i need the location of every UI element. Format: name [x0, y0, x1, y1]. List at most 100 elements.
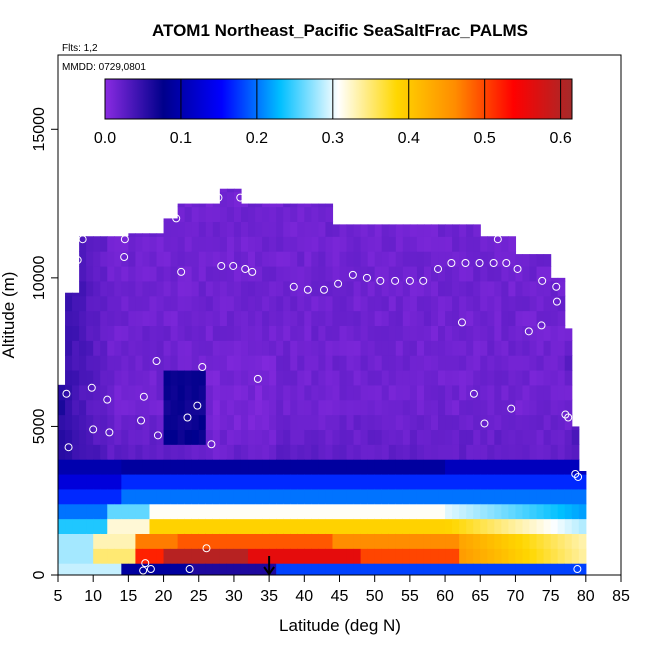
heatmap-cell	[255, 340, 263, 356]
heatmap-cell	[177, 340, 186, 356]
heatmap-cell	[248, 236, 256, 252]
heatmap-cell	[501, 533, 509, 549]
colorbar-ticks: 0.0 0.1 0.2 0.3 0.4 0.5 0.6	[94, 79, 572, 147]
heatmap-cell	[550, 563, 559, 575]
heatmap-cell	[494, 369, 502, 386]
heatmap-cell	[311, 369, 319, 386]
heatmap-cell	[367, 548, 376, 564]
colorbar-tick-label: 0.6	[549, 130, 571, 147]
heatmap-cell	[65, 399, 73, 416]
heatmap-cell	[198, 488, 207, 505]
heatmap-cell	[142, 251, 151, 267]
heatmap-cell	[156, 399, 165, 416]
heatmap-cell	[487, 251, 495, 267]
heatmap-cell	[564, 503, 573, 520]
heatmap-cell	[156, 384, 165, 401]
heatmap-cell	[367, 473, 376, 490]
heatmap-cell	[430, 236, 439, 252]
heatmap-cell	[494, 265, 502, 282]
heatmap-cell	[395, 488, 404, 505]
heatmap-cell	[304, 444, 312, 460]
heatmap-cell	[262, 488, 270, 505]
heatmap-cell	[128, 233, 137, 237]
heatmap-cell	[198, 340, 207, 356]
heatmap-cell	[114, 399, 122, 416]
heatmap-cell	[205, 548, 214, 564]
heatmap-cell	[226, 429, 235, 445]
heatmap-cell	[219, 340, 228, 356]
heatmap-cell	[184, 325, 193, 341]
heatmap-cell	[58, 518, 66, 534]
heatmap-cell	[283, 221, 291, 237]
heatmap-cell	[121, 355, 129, 371]
heatmap-cell	[494, 444, 502, 460]
heatmap-cell	[121, 280, 129, 297]
heatmap-cell	[353, 325, 362, 341]
heatmap-cell	[409, 224, 418, 237]
heatmap-cell	[416, 280, 425, 297]
heatmap-cell	[212, 414, 221, 430]
heatmap-cell	[543, 548, 552, 564]
heatmap-cell	[191, 236, 200, 252]
heatmap-cell	[318, 384, 327, 401]
heatmap-cell	[332, 295, 341, 312]
heatmap-cell	[536, 384, 545, 401]
heatmap-cell	[515, 548, 524, 564]
heatmap-cell	[100, 429, 108, 445]
data-point	[461, 259, 470, 267]
heatmap-cell	[276, 236, 284, 252]
heatmap-cell	[233, 429, 242, 445]
heatmap-cell	[184, 206, 193, 222]
heatmap-cell	[93, 518, 101, 534]
heatmap-cell	[466, 355, 474, 371]
heatmap-cell	[452, 251, 460, 267]
heatmap-cell	[452, 488, 460, 505]
heatmap-cell	[473, 533, 481, 549]
heatmap-cell	[318, 236, 327, 252]
heatmap-cell	[578, 473, 587, 490]
heatmap-cell	[149, 563, 158, 575]
heatmap-cell	[325, 414, 334, 430]
heatmap-cell	[276, 414, 284, 430]
heatmap-cell	[353, 488, 362, 505]
heatmap-cell	[135, 473, 144, 490]
heatmap-cell	[128, 473, 137, 490]
heatmap-cell	[240, 221, 249, 237]
heatmap-cell	[262, 206, 270, 222]
heatmap-cell	[262, 295, 270, 312]
heatmap-cell	[184, 414, 193, 430]
heatmap-cell	[543, 533, 552, 549]
heatmap-cell	[156, 265, 165, 282]
heatmap-cell	[374, 310, 383, 326]
heatmap-cell	[346, 265, 355, 282]
heatmap-cell	[184, 473, 193, 490]
heatmap-cell	[212, 459, 221, 475]
heatmap-cell	[353, 533, 362, 549]
heatmap-cell	[304, 414, 312, 430]
heatmap-cell	[177, 310, 186, 326]
heatmap-cell	[494, 251, 502, 267]
heatmap-cell	[269, 251, 277, 267]
heatmap-cell	[177, 503, 186, 520]
heatmap-cell	[79, 325, 87, 341]
heatmap-cell	[100, 280, 108, 297]
heatmap-cell	[205, 295, 214, 312]
heatmap-cell	[269, 548, 277, 564]
heatmap-cell	[114, 414, 122, 430]
heatmap-cell	[212, 325, 221, 341]
data-point	[120, 253, 129, 262]
heatmap-cell	[459, 518, 467, 534]
heatmap-cell	[205, 518, 214, 534]
heatmap-cell	[58, 533, 66, 549]
heatmap-cell	[318, 533, 327, 549]
heatmap-cell	[325, 488, 334, 505]
heatmap-cell	[128, 384, 137, 401]
heatmap-cell	[360, 251, 369, 267]
heatmap-cell	[283, 429, 291, 445]
heatmap-cell	[65, 488, 73, 505]
heatmap-cell	[466, 369, 474, 386]
heatmap-cell	[184, 533, 193, 549]
heatmap-cell	[86, 444, 94, 460]
heatmap-cell	[107, 340, 115, 356]
heatmap-cell	[72, 563, 80, 575]
